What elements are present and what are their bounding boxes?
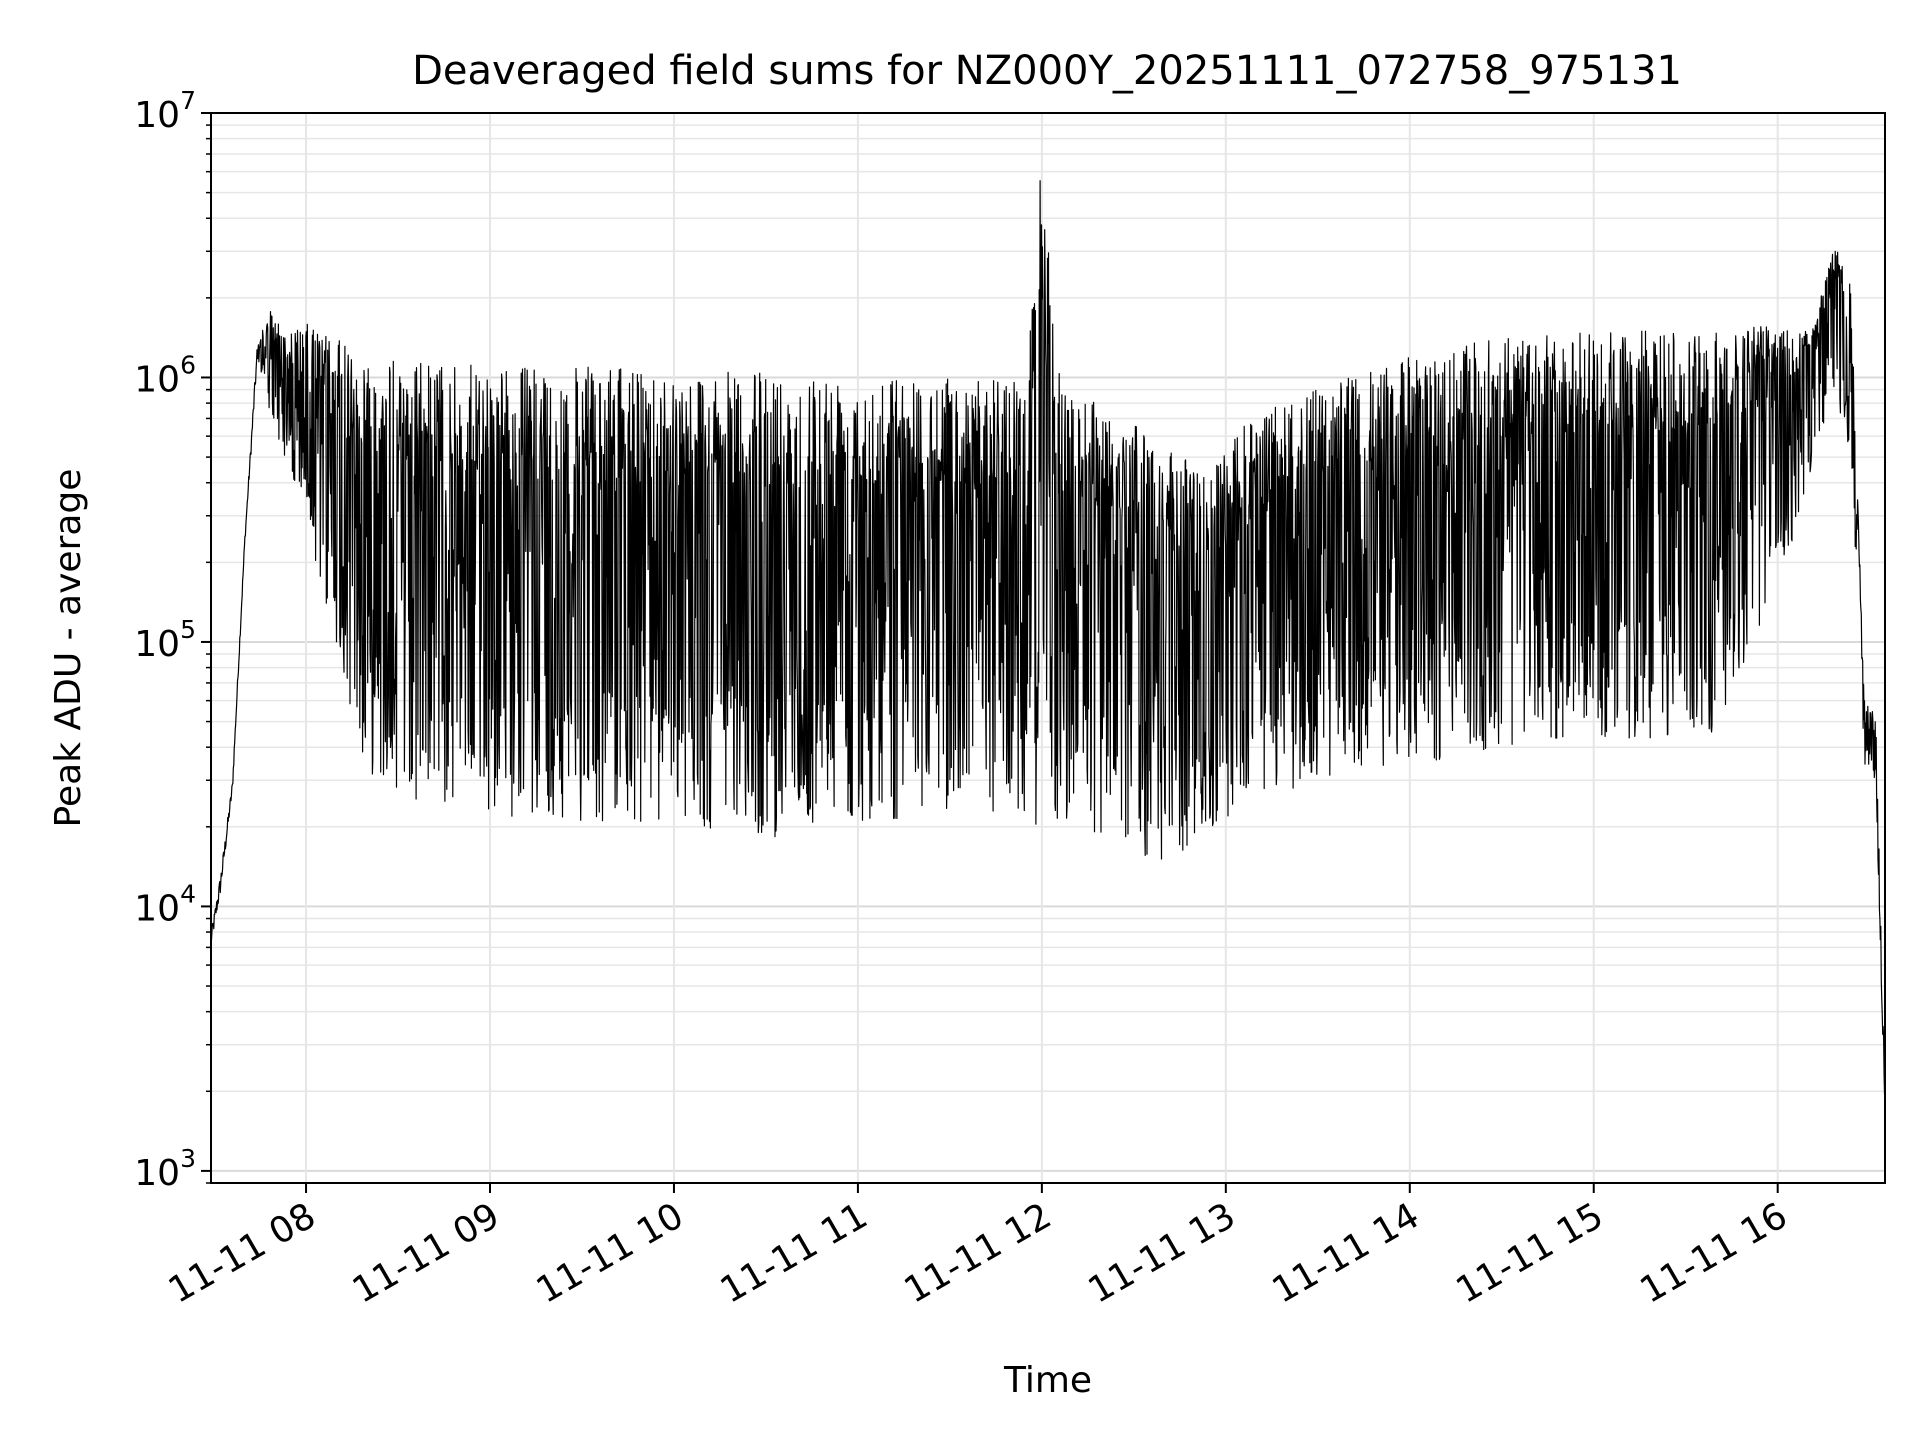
y-tick-label: 103: [134, 1144, 196, 1194]
y-tick-label: 104: [134, 879, 196, 929]
y-tick-label: 105: [134, 615, 196, 665]
chart-title: Deaveraged field sums for NZ000Y_2025111…: [412, 48, 1682, 94]
plot-frame: [210, 112, 1886, 1184]
x-axis-label: Time: [1003, 1360, 1092, 1401]
y-tick-label: 106: [134, 350, 196, 400]
y-tick-label: 107: [134, 86, 196, 136]
series-line: [210, 180, 1886, 1096]
y-axis-label: Peak ADU - average: [48, 469, 89, 828]
series-layer: [210, 180, 1886, 1096]
